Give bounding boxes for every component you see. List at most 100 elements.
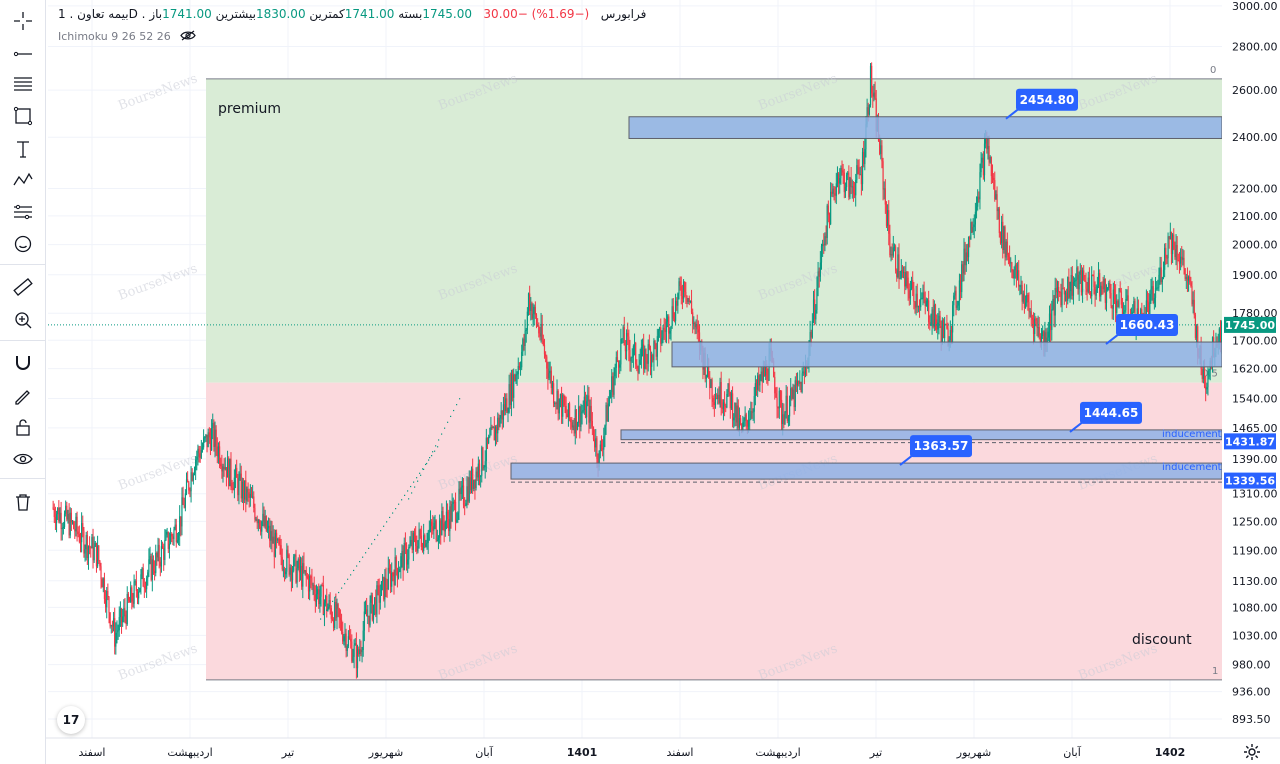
pattern-icon[interactable] xyxy=(11,168,35,192)
indicator-legend[interactable]: Ichimoku 9 26 52 26 xyxy=(58,30,196,43)
crosshair-icon[interactable] xyxy=(11,9,35,33)
candle-body xyxy=(581,411,583,414)
candle-body xyxy=(518,366,520,368)
candle-body xyxy=(760,371,762,379)
candle-body xyxy=(971,222,973,232)
candle-body xyxy=(750,411,752,420)
candle-body xyxy=(1165,247,1167,258)
candle-body xyxy=(226,458,229,478)
candle-body xyxy=(1156,287,1158,289)
candle-body xyxy=(994,180,996,200)
candle-body xyxy=(304,570,306,572)
candle-body xyxy=(991,176,994,178)
candle-body xyxy=(475,471,477,489)
price-tick-label: 1390.00 xyxy=(1232,453,1278,466)
emoji-icon[interactable] xyxy=(11,232,35,256)
zoom-in-icon[interactable] xyxy=(11,308,35,332)
indicator-dot xyxy=(459,398,461,400)
candle-body xyxy=(436,540,438,542)
candle-body xyxy=(346,645,348,651)
candle-body xyxy=(600,444,603,449)
candle-body xyxy=(573,425,575,434)
candle-body xyxy=(173,529,175,539)
candle-body xyxy=(213,422,215,448)
candle-body xyxy=(941,320,943,342)
eye-icon[interactable] xyxy=(11,447,35,471)
candle-body xyxy=(271,531,273,544)
order-block xyxy=(671,341,1223,368)
fib-retracement-icon[interactable] xyxy=(11,72,35,96)
candle-body xyxy=(377,585,379,587)
hide-eye-icon[interactable] xyxy=(180,30,196,43)
candle-body xyxy=(392,572,394,577)
candle-body xyxy=(623,327,625,346)
candle-body xyxy=(720,382,722,408)
candle-body xyxy=(717,394,719,399)
candle-body xyxy=(713,401,715,406)
price-tick-label: 1310.00 xyxy=(1232,488,1278,501)
toolbar-separator xyxy=(0,264,46,265)
price-callout xyxy=(910,435,972,458)
candle-body xyxy=(660,327,662,344)
candle-body xyxy=(1061,288,1063,306)
candle-body xyxy=(65,505,67,514)
candle-body xyxy=(1073,280,1076,283)
candle-body xyxy=(529,293,531,311)
candle-body xyxy=(928,300,930,323)
candle-body xyxy=(139,587,141,592)
candle-body xyxy=(126,593,128,625)
candle-body xyxy=(134,581,136,583)
candle-body xyxy=(115,632,117,647)
text-icon[interactable] xyxy=(11,137,35,161)
candle-body xyxy=(619,364,621,368)
candle-body xyxy=(125,614,127,625)
candle-body xyxy=(1043,331,1045,346)
candle-body xyxy=(257,520,259,524)
candle-body xyxy=(538,325,540,334)
candle-body xyxy=(572,425,574,428)
candle-body xyxy=(1164,247,1166,270)
candle-body xyxy=(95,542,98,567)
candle-body xyxy=(563,395,565,406)
candle-body xyxy=(399,569,401,573)
candle-body xyxy=(1054,288,1056,316)
indicator-dot xyxy=(326,609,328,611)
candle-body xyxy=(532,313,534,319)
tradingview-logo[interactable]: 17 xyxy=(57,706,85,734)
candle-body xyxy=(768,354,770,381)
candle-body xyxy=(135,581,137,591)
candle-body xyxy=(309,576,311,592)
candle-body xyxy=(964,248,966,266)
time-tick-label: 1402 xyxy=(1155,746,1186,759)
magnet-icon[interactable] xyxy=(11,351,35,375)
candle-body xyxy=(317,589,319,595)
candle-body xyxy=(200,450,202,458)
candle-body xyxy=(565,405,567,414)
time-tick-label: آبان xyxy=(1063,745,1081,759)
candle-body xyxy=(555,403,557,405)
trend-line-icon[interactable] xyxy=(11,42,35,66)
indicator-dot xyxy=(353,569,355,572)
ruler-icon[interactable] xyxy=(11,275,35,299)
symbol-title: بیمه تعاون . 1D . فرابورس xyxy=(58,7,647,21)
candle-body xyxy=(122,616,124,623)
candle-body xyxy=(442,511,444,524)
candle-body xyxy=(499,418,501,427)
lock-icon[interactable] xyxy=(11,415,35,439)
candle-body xyxy=(353,645,355,657)
candle-body xyxy=(957,300,959,306)
candle-body xyxy=(1021,285,1023,302)
candle-body xyxy=(79,541,82,543)
candle-body xyxy=(751,411,753,413)
trash-icon[interactable] xyxy=(11,490,35,514)
forecast-icon[interactable] xyxy=(11,200,35,224)
rectangle-icon[interactable] xyxy=(11,104,35,128)
settings-gear-icon[interactable] xyxy=(1243,743,1261,761)
candle-body xyxy=(1166,257,1168,259)
candle-body xyxy=(456,519,458,522)
pencil-lock-icon[interactable] xyxy=(11,383,35,407)
toolbar-separator xyxy=(0,478,46,479)
candle-body xyxy=(799,381,801,384)
candle-body xyxy=(788,399,791,417)
